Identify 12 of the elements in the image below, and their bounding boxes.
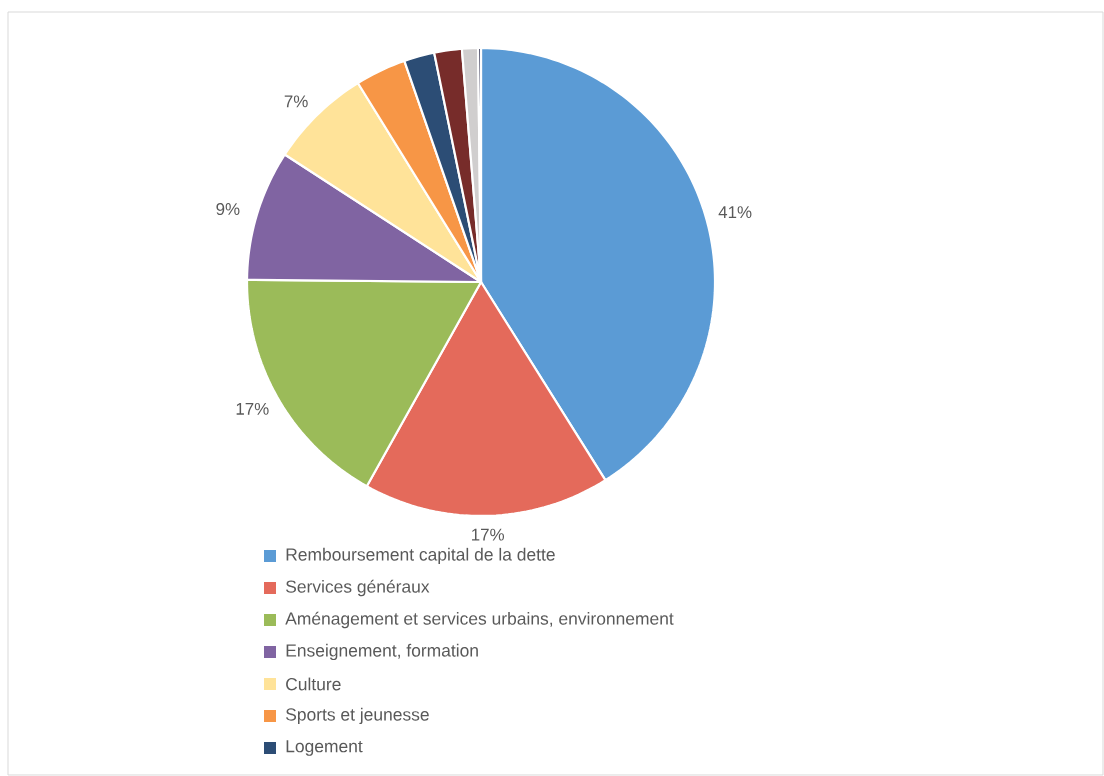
legend-label: Services généraux	[286, 579, 430, 597]
legend-label: Logement	[286, 740, 363, 756]
data-label: 17%	[236, 402, 269, 415]
legend-label: Sports et jeunesse	[286, 707, 429, 725]
data-label: 7%	[284, 95, 308, 108]
legend-label: Remboursement capital de la dette	[286, 547, 555, 565]
legend-label: Enseignement, formation	[286, 643, 478, 661]
data-label: 17%	[472, 528, 505, 541]
data-label: 9%	[216, 203, 240, 216]
legend-label: Culture	[286, 677, 341, 691]
legend-label: Aménagement et services urbains, environnement	[285, 611, 674, 629]
data-label: 41%	[718, 206, 752, 219]
